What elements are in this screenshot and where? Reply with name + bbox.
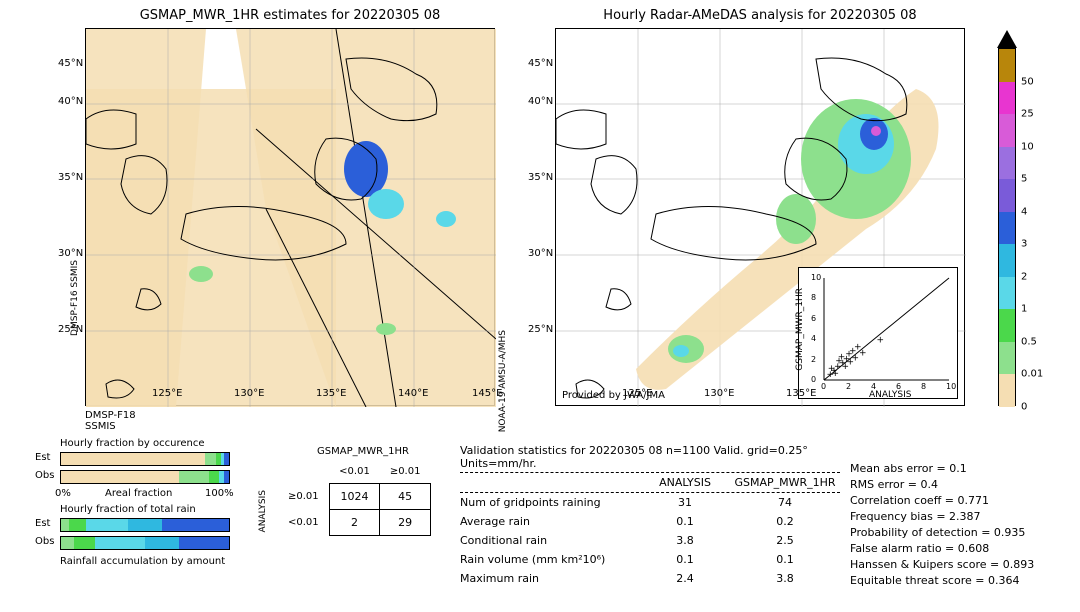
validation-header: Validation statistics for 20220305 08 n=… [460, 444, 840, 473]
metric-line: Mean abs error = 0.1 [850, 460, 1034, 476]
svg-text:+: + [859, 349, 867, 359]
cbar-tick: 0 [1021, 402, 1027, 413]
xtick: 135°E [316, 388, 346, 399]
scatter-xlabel: ANALYSIS [869, 390, 911, 400]
ct-row1: <0.01 [278, 510, 329, 536]
metric-line: Equitable threat score = 0.364 [850, 572, 1034, 588]
colorbar-arrow-icon [997, 30, 1017, 48]
ytick: 35°N [58, 172, 83, 183]
occ-title: Hourly fraction by occurence [60, 438, 204, 449]
validation-block: Validation statistics for 20220305 08 n=… [460, 444, 840, 588]
ytick: 30°N [58, 248, 83, 259]
left-map-title: GSMAP_MWR_1HR estimates for 20220305 08 [85, 8, 495, 23]
cbar-tick: 1 [1021, 304, 1027, 315]
axis-0: 0% [55, 488, 71, 499]
validation-row: Conditional rain3.82.5 [460, 531, 840, 550]
cbar-tick: 25 [1021, 109, 1034, 120]
ytick-r: 35°N [528, 172, 553, 183]
occ-est-bar [60, 452, 230, 466]
axis-mid: Areal fraction [105, 488, 172, 499]
contingency-table: <0.01≥0.01 ≥0.01 1024 45 <0.01 2 29 [278, 460, 431, 536]
ytick-r: 30°N [528, 248, 553, 259]
sensor-left-label: DMSP-F16 SSMIS [70, 260, 80, 336]
axis-100: 100% [205, 488, 234, 499]
scatter-ylabel: GSMAP_MWR_1HR [795, 288, 805, 371]
tot-est-bar [60, 518, 230, 532]
row-est2: Est [35, 518, 50, 529]
occ-obs-bar [60, 470, 230, 484]
ytick-r: 45°N [528, 58, 553, 69]
xtick: 125°E [152, 388, 182, 399]
metric-line: Probability of detection = 0.935 [850, 524, 1034, 540]
svg-text:+: + [877, 335, 885, 345]
validation-row: Maximum rain2.43.8 [460, 569, 840, 588]
ct-c01: 45 [380, 484, 431, 510]
ct-col1: ≥0.01 [380, 460, 431, 484]
colorbar: 00.010.512345102550 [998, 48, 1016, 406]
ct-row0: ≥0.01 [278, 484, 329, 510]
xtick-r: 135°E [786, 388, 816, 399]
row-obs2: Obs [35, 536, 54, 547]
cbar-tick: 5 [1021, 174, 1027, 185]
cbar-tick: 2 [1021, 271, 1027, 282]
left-map-svg [86, 29, 496, 407]
ytick: 45°N [58, 58, 83, 69]
ct-col0: <0.01 [329, 460, 380, 484]
ctable-title: GSMAP_MWR_1HR [298, 446, 428, 457]
xtick-r: 125°E [622, 388, 652, 399]
ytick: 40°N [58, 96, 83, 107]
cbar-tick: 50 [1021, 76, 1034, 87]
cbar-tick: 0.01 [1021, 369, 1043, 380]
xtick: 130°E [234, 388, 264, 399]
xtick: 140°E [398, 388, 428, 399]
val-col1: ANALYSIS [640, 476, 730, 489]
svg-text:+: + [832, 369, 840, 379]
xtick-r: 130°E [704, 388, 734, 399]
row-est: Est [35, 452, 50, 463]
scatter-inset: +++++++++++++++++ ANALYSIS GSMAP_MWR_1HR… [798, 267, 958, 399]
metric-line: Correlation coeff = 0.771 [850, 492, 1034, 508]
cbar-tick: 4 [1021, 206, 1027, 217]
ct-c10: 2 [329, 510, 380, 536]
ytick-r: 25°N [528, 324, 553, 335]
sensor-right-label: NOAA-19 AMSU-A/MHS [498, 330, 508, 432]
tot-title: Hourly fraction of total rain [60, 504, 196, 515]
ctable-side: ANALYSIS [258, 490, 268, 532]
validation-row: Average rain0.10.2 [460, 512, 840, 531]
cbar-tick: 10 [1021, 141, 1034, 152]
ct-c11: 29 [380, 510, 431, 536]
cbar-tick: 3 [1021, 239, 1027, 250]
right-map-title: Hourly Radar-AMeDAS analysis for 2022030… [555, 8, 965, 23]
row-obs: Obs [35, 470, 54, 481]
ytick-r: 40°N [528, 96, 553, 107]
svg-text:+: + [835, 357, 843, 367]
left-map-panel [85, 28, 495, 406]
metric-line: False alarm ratio = 0.608 [850, 540, 1034, 556]
sensor-bottom-label: DMSP-F18 SSMIS [85, 410, 136, 432]
metrics-block: Mean abs error = 0.1RMS error = 0.4Corre… [850, 460, 1034, 588]
validation-row: Rain volume (mm km²10⁶)0.10.1 [460, 550, 840, 569]
validation-row: Num of gridpoints raining3174 [460, 493, 840, 512]
svg-text:+: + [852, 354, 860, 364]
cbar-tick: 0.5 [1021, 336, 1037, 347]
metric-line: Hanssen & Kuipers score = 0.893 [850, 556, 1034, 572]
right-map-panel: Provided by JWA/JMA +++++++++++++++++ AN… [555, 28, 965, 406]
val-col2: GSMAP_MWR_1HR [730, 476, 840, 489]
accum-title: Rainfall accumulation by amount [60, 556, 225, 567]
metric-line: RMS error = 0.4 [850, 476, 1034, 492]
ct-c00: 1024 [329, 484, 380, 510]
metric-line: Frequency bias = 2.387 [850, 508, 1034, 524]
tot-obs-bar [60, 536, 230, 550]
